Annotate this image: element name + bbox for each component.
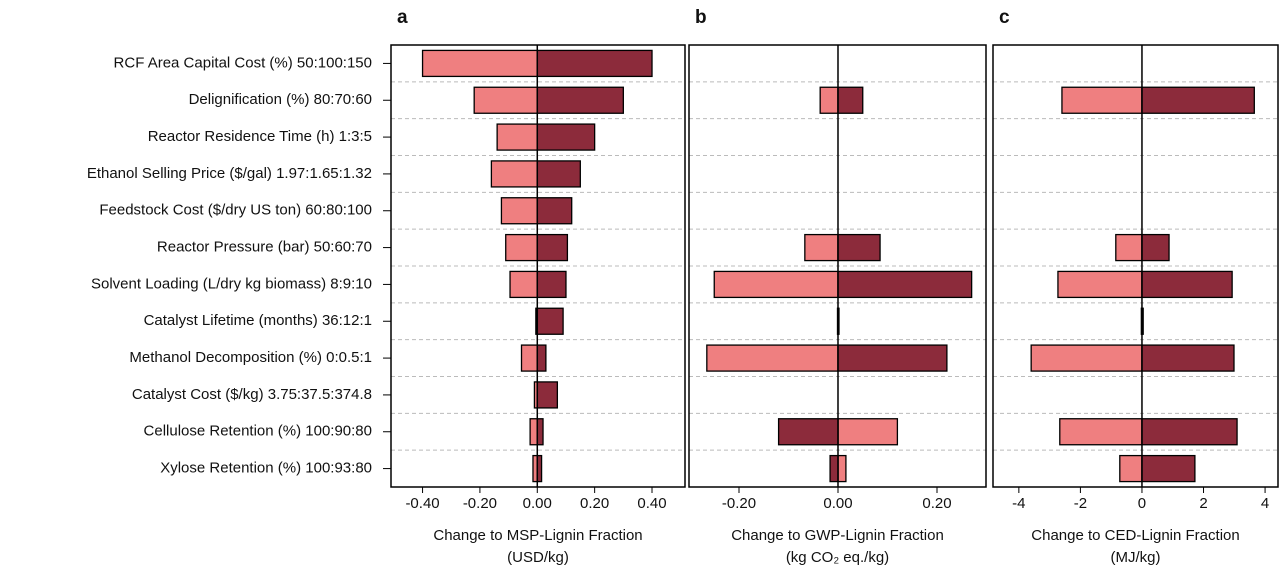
bar [837, 86, 864, 114]
bar [536, 344, 547, 372]
bar [706, 344, 839, 372]
category-label: Delignification (%) 80:70:60 [189, 91, 372, 108]
bar [1141, 270, 1233, 299]
category-label: Ethanol Selling Price ($/gal) 1.97:1.65:… [87, 165, 372, 182]
bar [837, 418, 899, 446]
bar [1030, 344, 1143, 372]
panel-label: c [999, 7, 1010, 28]
bar [829, 454, 839, 483]
x-tick-label: 4 [1261, 495, 1269, 512]
bar [1141, 86, 1255, 114]
bar [536, 49, 653, 78]
x-axis-label: Change to CED-Lignin Fraction [1031, 527, 1239, 544]
x-tick-label: 0.00 [523, 495, 552, 512]
x-tick-label: -4 [1012, 495, 1025, 512]
category-label: Cellulose Retention (%) 100:90:80 [144, 423, 372, 440]
x-tick-label: -0.40 [405, 495, 439, 512]
category-label: Reactor Pressure (bar) 50:60:70 [157, 239, 372, 256]
x-axis-label: (kg CO₂ eq./kg) [786, 549, 889, 566]
x-axis-label: (USD/kg) [507, 549, 569, 566]
plot-frame [992, 44, 1279, 488]
bar [536, 307, 564, 335]
bar [1057, 270, 1143, 299]
x-tick-label: 0.40 [637, 495, 666, 512]
bar [804, 233, 839, 262]
bar [1141, 344, 1235, 372]
bar [837, 270, 973, 299]
bar [1141, 454, 1196, 483]
panel-label: b [695, 7, 707, 28]
panel-label: a [397, 7, 408, 28]
bar [529, 418, 538, 446]
bar [490, 160, 538, 188]
plot-frame [390, 44, 686, 488]
bar [505, 233, 538, 262]
bar [536, 160, 581, 188]
x-axis-label: (MJ/kg) [1111, 549, 1161, 566]
bar [509, 270, 538, 299]
category-label: Catalyst Lifetime (months) 36:12:1 [144, 312, 372, 329]
bar [1115, 233, 1143, 262]
bar [1061, 86, 1143, 114]
x-tick-label: 2 [1199, 495, 1207, 512]
category-label: Xylose Retention (%) 100:93:80 [160, 460, 372, 477]
category-label: Feedstock Cost ($/dry US ton) 60:80:100 [99, 202, 372, 219]
x-tick-label: 0 [1138, 495, 1146, 512]
bar [1119, 454, 1143, 483]
x-axis-label: Change to GWP-Lignin Fraction [731, 527, 944, 544]
category-label: Reactor Residence Time (h) 1:3:5 [148, 128, 372, 145]
bar [1141, 418, 1238, 446]
category-label: RCF Area Capital Cost (%) 50:100:150 [114, 54, 372, 71]
x-tick-label: -2 [1074, 495, 1087, 512]
bar [1059, 418, 1143, 446]
bar [777, 418, 839, 446]
bar [520, 344, 538, 372]
bar [536, 123, 596, 151]
bar [713, 270, 839, 299]
bar [536, 270, 567, 299]
x-tick-label: 0.20 [922, 495, 951, 512]
bar [473, 86, 538, 114]
category-label: Catalyst Cost ($/kg) 3.75:37.5:374.8 [132, 386, 372, 403]
bar [536, 418, 544, 446]
bar [1141, 233, 1170, 262]
category-label: Solvent Loading (L/dry kg biomass) 8:9:1… [91, 275, 372, 292]
bar [837, 344, 948, 372]
x-tick-label: -0.20 [463, 495, 497, 512]
x-axis-label: Change to MSP-Lignin Fraction [433, 527, 642, 544]
category-label: Methanol Decomposition (%) 0:0.5:1 [129, 349, 372, 366]
bar [536, 381, 559, 409]
x-tick-label: 0.20 [580, 495, 609, 512]
bar [837, 233, 881, 262]
bar [819, 86, 839, 114]
bar [496, 123, 538, 151]
bar [837, 454, 847, 483]
bar [536, 197, 573, 225]
bar [536, 86, 624, 114]
x-tick-label: 0.00 [823, 495, 852, 512]
bar [500, 197, 538, 225]
x-tick-label: -0.20 [722, 495, 756, 512]
bar [421, 49, 538, 78]
bar [536, 233, 569, 262]
